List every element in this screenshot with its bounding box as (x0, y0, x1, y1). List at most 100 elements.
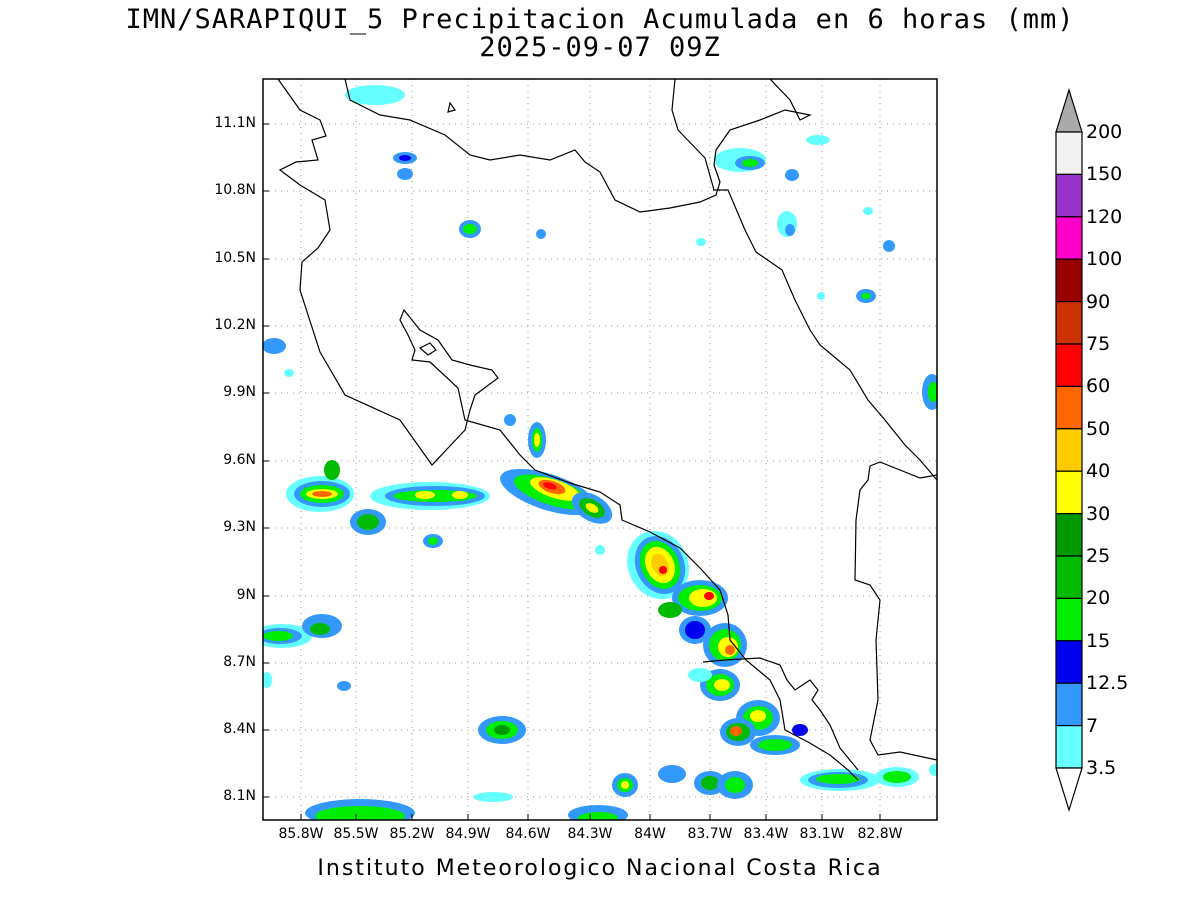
colorbar-swatch (1055, 258, 1083, 303)
rain-contour (685, 621, 705, 639)
lat-label: 9.9N (223, 384, 256, 400)
rain-contour (883, 771, 911, 783)
rain-contour (357, 514, 379, 530)
rain-cell (701, 776, 719, 790)
colorbar-swatch (1055, 216, 1083, 260)
map-frame (262, 78, 938, 821)
rain-cell (399, 155, 411, 161)
rain-contour (595, 545, 605, 555)
map-title: IMN/SARAPIQUI_5 Precipitacion Acumulada … (125, 4, 1075, 35)
lon-label: 85.2W (389, 826, 435, 842)
colorbar-over-triangle (1055, 87, 1083, 133)
colorbar (1055, 87, 1083, 813)
rain-cell (536, 229, 546, 239)
lat-label: 10.2N (214, 317, 256, 333)
rain-cell (658, 765, 686, 783)
rain-contour (534, 433, 540, 447)
rain-cell (785, 224, 795, 236)
colorbar-label: 12.5 (1086, 672, 1129, 694)
rain-contour (585, 503, 599, 513)
rain-cell (284, 369, 294, 377)
rain-contour (312, 491, 332, 497)
lat-label: 9.6N (223, 452, 256, 468)
lat-label: 10.5N (214, 250, 256, 266)
rain-cell (337, 681, 351, 691)
rain-contour (816, 774, 860, 784)
lat-label: 11.1N (214, 115, 256, 131)
colorbar-swatch (1055, 385, 1083, 430)
rain-contour (725, 645, 735, 655)
colorbar-label: 75 (1086, 333, 1111, 355)
rain-contour (758, 739, 792, 751)
precipitation-field (263, 85, 937, 820)
colorbar-label: 30 (1086, 503, 1111, 525)
colorbar-label: 40 (1086, 460, 1111, 482)
colorbar-label: 20 (1086, 587, 1111, 609)
lon-label: 84.6W (505, 826, 551, 842)
rain-cell (883, 240, 895, 252)
rain-cell (397, 168, 413, 180)
colorbar-swatch (1055, 724, 1083, 769)
rain-cell (817, 292, 825, 300)
rain-contour (730, 726, 742, 736)
rain-cell (473, 792, 513, 802)
colorbar-label: 7 (1086, 715, 1099, 737)
colorbar-swatch (1055, 640, 1083, 684)
rain-contour (659, 566, 667, 574)
rain-band (286, 414, 937, 791)
colorbar-label: 60 (1086, 375, 1111, 397)
rain-cell (578, 812, 618, 820)
lat-label: 9N (236, 587, 256, 603)
lon-label: 83.7W (687, 826, 733, 842)
rain-contour (929, 764, 937, 776)
colorbar-swatch (1055, 173, 1083, 218)
map-grid (263, 79, 937, 820)
rain-contour (415, 491, 435, 499)
rain-cell (861, 293, 871, 299)
colorbar-label: 150 (1086, 163, 1123, 185)
colorbar-swatch (1055, 512, 1083, 557)
rain-contour (704, 592, 714, 600)
rain-cell (863, 207, 873, 215)
colorbar-label: 15 (1086, 630, 1111, 652)
rain-cell (345, 85, 405, 105)
lat-label: 10.8N (214, 182, 256, 198)
rain-contour (792, 724, 808, 736)
rain-cell (263, 338, 286, 354)
colorbar-swatch (1055, 343, 1083, 388)
map-valid-time: 2025-09-07 09Z (479, 32, 721, 63)
rain-cell (806, 135, 830, 145)
rain-contour (504, 414, 516, 426)
rain-cell (696, 238, 706, 246)
colorbar-label: 50 (1086, 418, 1111, 440)
rain-contour (714, 679, 730, 691)
axis-ticks (263, 123, 881, 820)
rain-contour (750, 710, 766, 722)
lon-label: 83.1W (799, 826, 845, 842)
colorbar-label: 25 (1086, 545, 1111, 567)
rain-cell (463, 224, 477, 234)
lon-label: 84.3W (567, 826, 613, 842)
lon-label: 85.5W (333, 826, 379, 842)
colorbar-label: 90 (1086, 291, 1111, 313)
rain-contour (658, 602, 682, 618)
lat-label: 8.1N (223, 788, 256, 804)
lat-label: 9.3N (223, 519, 256, 535)
lat-label: 8.4N (223, 721, 256, 737)
rain-cell (310, 623, 330, 635)
colorbar-swatch (1055, 555, 1083, 600)
rain-contour (452, 491, 468, 499)
rain-cell (494, 725, 510, 735)
coastline (277, 79, 937, 781)
colorbar-swatch (1055, 470, 1083, 515)
rain-contour (428, 537, 438, 545)
lon-label: 82.8W (857, 826, 903, 842)
lon-label: 84.9W (445, 826, 491, 842)
lon-label: 85.8W (278, 826, 324, 842)
rain-cell (263, 672, 272, 688)
rain-contour (324, 460, 340, 480)
colorbar-label: 3.5 (1086, 757, 1117, 779)
colorbar-under-triangle (1055, 767, 1083, 813)
rain-contour (543, 482, 557, 490)
